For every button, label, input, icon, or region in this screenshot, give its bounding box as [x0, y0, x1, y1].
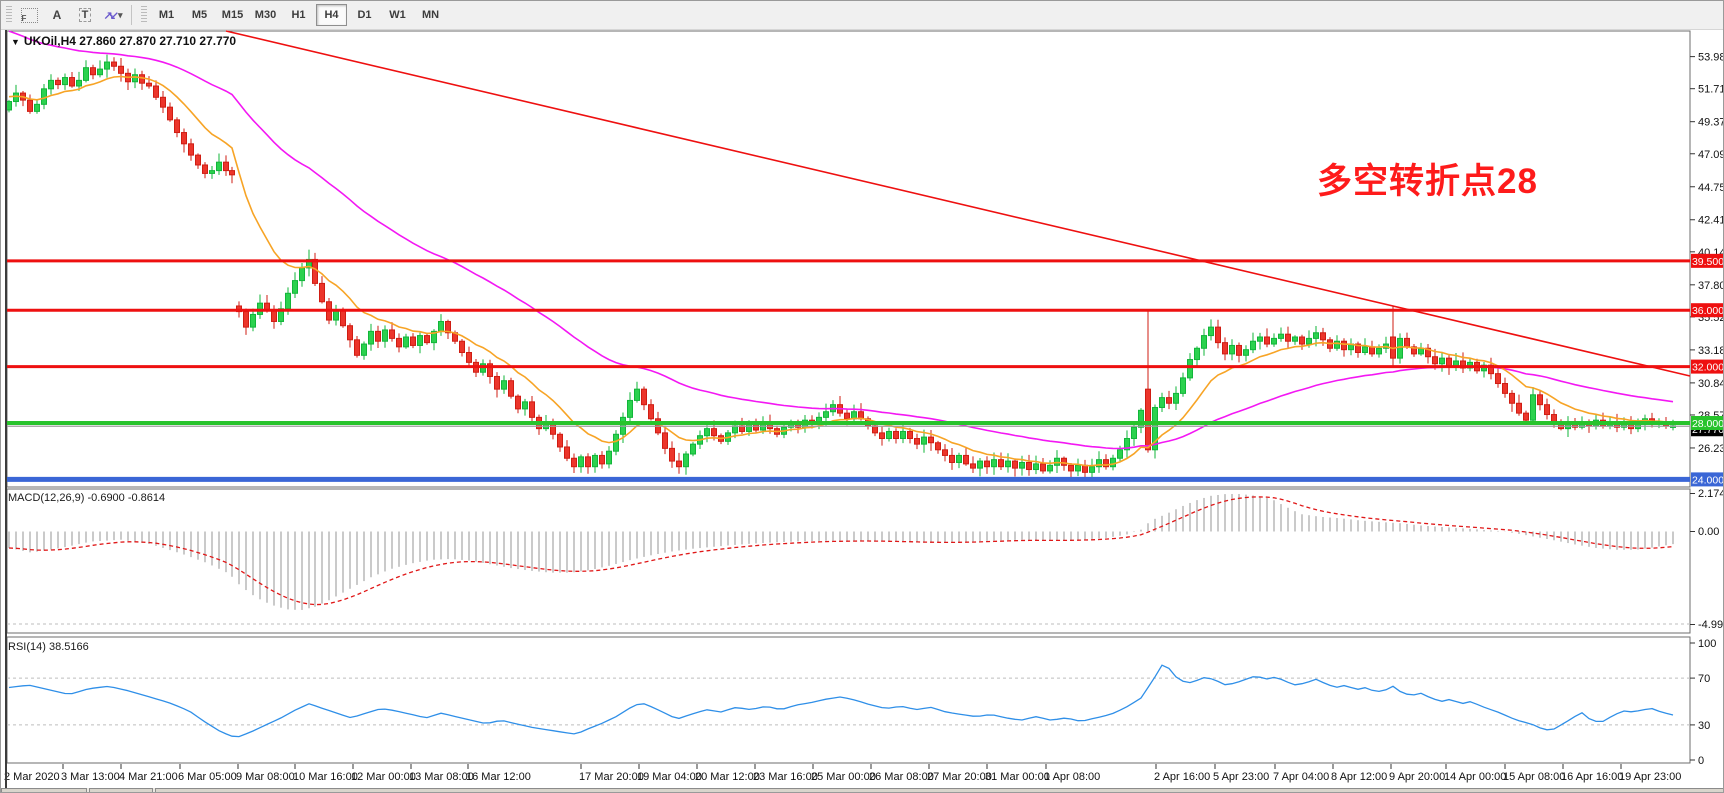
- price-axis: 53.985 51.710 49.370 47.095 44.755 42.415 40.1…: [1690, 52, 1724, 487]
- chart-tab-1[interactable]: [89, 788, 153, 792]
- level-lines: [7, 259, 1690, 482]
- svg-text:10 Mar 16:00: 10 Mar 16:00: [293, 771, 358, 783]
- svg-text:30: 30: [1698, 720, 1710, 732]
- rsi-indicator-label: RSI(14) 38.5166: [8, 641, 89, 653]
- macd-signal-line: [8, 496, 1674, 606]
- svg-text:26 Mar 08:00: 26 Mar 08:00: [869, 771, 934, 783]
- svg-text:47.095: 47.095: [1698, 149, 1724, 161]
- svg-text:44.755: 44.755: [1698, 182, 1724, 194]
- timeframe-button-m1[interactable]: M1: [158, 9, 175, 21]
- svg-text:8 Apr 12:00: 8 Apr 12:00: [1331, 771, 1387, 783]
- svg-text:9 Apr 20:00: 9 Apr 20:00: [1389, 771, 1445, 783]
- chart-tabs-strip: [1, 788, 1723, 792]
- font-label-button[interactable]: A: [44, 4, 70, 27]
- svg-text:36.000: 36.000: [1692, 305, 1724, 317]
- svg-text:31 Mar 00:00: 31 Mar 00:00: [985, 771, 1050, 783]
- svg-text:53.985: 53.985: [1698, 52, 1724, 64]
- svg-text:9 Mar 08:00: 9 Mar 08:00: [236, 771, 295, 783]
- timeframe-button-h4[interactable]: H4: [316, 4, 347, 26]
- dropdown-caret-icon[interactable]: ▾: [117, 9, 123, 20]
- svg-text:-4.9955: -4.9955: [1698, 619, 1724, 631]
- timeframe-button-group: M1 M5 M15 M30 H1 H4 D1 W1 MN: [150, 4, 447, 26]
- svg-text:27 Mar 20:00: 27 Mar 20:00: [927, 771, 992, 783]
- window-left-edge: [5, 29, 7, 792]
- svg-text:16 Mar 12:00: 16 Mar 12:00: [466, 771, 531, 783]
- timeframe-button-mn[interactable]: MN: [421, 9, 440, 21]
- chart-shift-icon: F: [20, 7, 38, 23]
- svg-text:13 Mar 08:00: 13 Mar 08:00: [409, 771, 474, 783]
- svg-text:33.185: 33.185: [1698, 345, 1724, 357]
- time-axis: 2 Mar 2020 3 Mar 13:00 4 Mar 21:00 6 Mar 05…: [4, 764, 1681, 783]
- svg-text:39.500: 39.500: [1692, 256, 1724, 268]
- timeframe-button-d1[interactable]: D1: [357, 9, 372, 21]
- toolbar-separator: [131, 5, 132, 25]
- svg-text:26.230: 26.230: [1698, 443, 1724, 455]
- timeframe-group-handle[interactable]: [141, 6, 147, 24]
- svg-text:3 Mar 13:00: 3 Mar 13:00: [61, 771, 120, 783]
- timeframe-button-h1[interactable]: H1: [291, 9, 306, 21]
- font-label-icon: A: [52, 8, 62, 22]
- svg-text:25 Mar 00:00: 25 Mar 00:00: [811, 771, 876, 783]
- svg-text:7 Apr 04:00: 7 Apr 04:00: [1273, 771, 1329, 783]
- ohlc-quote: 27.860 27.870 27.710 27.770: [79, 34, 237, 48]
- symbol-period: UKOil,H4: [23, 34, 76, 48]
- svg-text:28.000: 28.000: [1692, 418, 1724, 430]
- svg-text:23 Mar 16:00: 23 Mar 16:00: [753, 771, 818, 783]
- svg-text:12 Mar 00:00: 12 Mar 00:00: [351, 771, 416, 783]
- svg-text:37.800: 37.800: [1698, 280, 1724, 292]
- chart-tab-0[interactable]: [1, 788, 87, 792]
- svg-text:0.00: 0.00: [1698, 526, 1719, 538]
- timeframe-button-m15[interactable]: M15: [221, 9, 244, 21]
- pane-borders: [6, 30, 1691, 764]
- macd-scale: 2.1745 0.00 -4.9955: [1690, 488, 1724, 631]
- svg-text:32.000: 32.000: [1692, 362, 1724, 374]
- macd-indicator-label: MACD(12,26,9) -0.6900 -0.8614: [8, 492, 166, 504]
- svg-text:42.415: 42.415: [1698, 215, 1724, 227]
- chart-annotation: 多空转折点28: [1317, 162, 1538, 201]
- svg-text:2 Mar 2020: 2 Mar 2020: [4, 771, 60, 783]
- svg-text:4 Mar 21:00: 4 Mar 21:00: [119, 771, 178, 783]
- svg-text:70: 70: [1698, 673, 1710, 685]
- svg-text:2 Apr 16:00: 2 Apr 16:00: [1154, 771, 1210, 783]
- text-box-button[interactable]: T: [72, 4, 98, 27]
- svg-text:49.370: 49.370: [1698, 117, 1724, 129]
- rsi-pane: 100 70 30 0: [7, 638, 1716, 767]
- svg-text:1 Apr 08:00: 1 Apr 08:00: [1044, 771, 1100, 783]
- trendline: [225, 30, 1691, 377]
- svg-text:51.710: 51.710: [1698, 84, 1724, 96]
- svg-text:17 Mar 20:00: 17 Mar 20:00: [579, 771, 644, 783]
- macd-histogram: [7, 493, 1690, 625]
- svg-text:19 Mar 04:00: 19 Mar 04:00: [637, 771, 702, 783]
- svg-text:0: 0: [1698, 755, 1704, 767]
- rsi-line: [8, 664, 1674, 738]
- svg-text:20 Mar 12:00: 20 Mar 12:00: [695, 771, 760, 783]
- cursor-arrows-icon: ↗↙: [103, 9, 120, 22]
- chart-shift-button[interactable]: F: [16, 4, 42, 27]
- svg-text:6 Mar 05:00: 6 Mar 05:00: [178, 771, 237, 783]
- svg-text:30.845: 30.845: [1698, 378, 1724, 390]
- timeframe-button-w1[interactable]: W1: [389, 9, 406, 21]
- cursor-tool-button[interactable]: ↗↙ ▾: [100, 4, 126, 27]
- svg-text:2.1745: 2.1745: [1698, 488, 1724, 500]
- ma-slow-line: [8, 30, 1674, 450]
- svg-text:100: 100: [1698, 638, 1716, 650]
- svg-text:16 Apr 16:00: 16 Apr 16:00: [1561, 771, 1623, 783]
- timeframe-button-m30[interactable]: M30: [254, 9, 277, 21]
- toolbar: F A T ↗↙ ▾ M1 M5 M15 M30 H1 H4 D1 W1 MN: [1, 1, 1723, 30]
- timeframe-button-m5[interactable]: M5: [191, 9, 208, 21]
- toolbar-drag-handle[interactable]: [6, 6, 12, 24]
- svg-text:19 Apr 23:00: 19 Apr 23:00: [1619, 771, 1681, 783]
- svg-text:5 Apr 23:00: 5 Apr 23:00: [1213, 771, 1269, 783]
- ma-fast-line: [8, 75, 1674, 467]
- chart-tab-2[interactable]: [155, 788, 1723, 792]
- symbol-dropdown-icon[interactable]: ▼: [11, 37, 20, 47]
- chart-title[interactable]: ▼ UKOil,H4 27.860 27.870 27.710 27.770: [11, 34, 236, 48]
- svg-text:14 Apr 00:00: 14 Apr 00:00: [1444, 771, 1506, 783]
- text-box-icon: T: [78, 8, 92, 22]
- svg-text:40.140: 40.140: [1698, 247, 1724, 259]
- svg-text:15 Apr 08:00: 15 Apr 08:00: [1503, 771, 1565, 783]
- svg-text:24.000: 24.000: [1692, 474, 1724, 486]
